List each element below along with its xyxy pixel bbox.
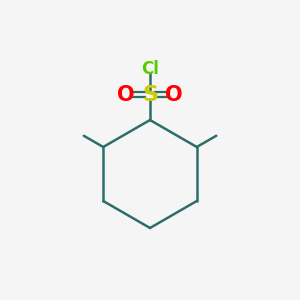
Text: O: O xyxy=(117,85,135,104)
Text: S: S xyxy=(142,85,158,104)
Text: Cl: Cl xyxy=(141,60,159,78)
Text: O: O xyxy=(165,85,183,104)
